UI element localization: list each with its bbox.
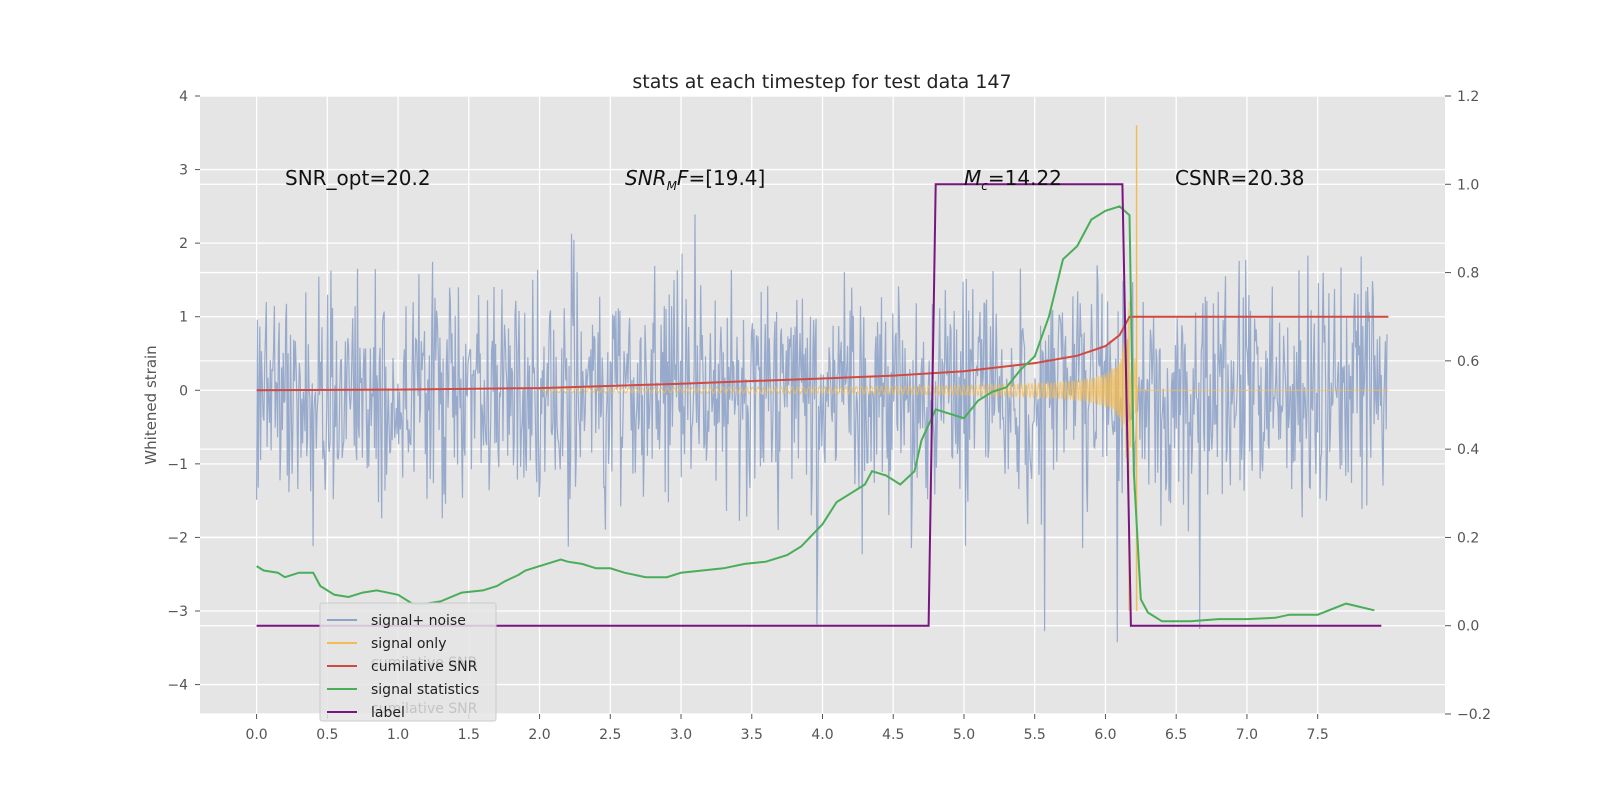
legend-label: label bbox=[371, 705, 405, 721]
y-tick-label: −2 bbox=[167, 530, 188, 546]
y-tick-label: −4 bbox=[167, 678, 188, 694]
cumilative-snr-line bbox=[256, 315, 1389, 392]
x-tick-label: 4.5 bbox=[882, 727, 904, 743]
x-tick-label: 6.0 bbox=[1094, 727, 1116, 743]
annotation-mc-sub: c bbox=[981, 179, 988, 193]
y2-tick-label: 0.0 bbox=[1457, 619, 1479, 635]
x-tick-label: 2.5 bbox=[599, 727, 621, 743]
x-tick-label: 1.0 bbox=[387, 727, 409, 743]
y2-tick-label: 1.2 bbox=[1457, 89, 1479, 105]
legend-label: signal statistics bbox=[371, 682, 479, 698]
legend-box bbox=[319, 602, 497, 722]
y-tick-label: −1 bbox=[167, 457, 188, 473]
annotation-mc: Mc=14.22 bbox=[964, 166, 1062, 193]
y-tick-label: 4 bbox=[179, 89, 188, 105]
y2-tick-label: −0.2 bbox=[1457, 707, 1491, 723]
y2-tick-label: 0.4 bbox=[1457, 442, 1479, 458]
x-tick-label: 7.0 bbox=[1236, 727, 1258, 743]
x-tick-label: 2.0 bbox=[528, 727, 550, 743]
annotation-mc-base: M bbox=[964, 166, 981, 190]
annotation-snr-mf: SNRMF=[19.4] bbox=[625, 166, 765, 193]
x-tick-label: 3.0 bbox=[670, 727, 692, 743]
legend-ghost-text: cumilative SNR bbox=[371, 701, 478, 717]
x-tick-label: 5.5 bbox=[1024, 727, 1046, 743]
chart-title: stats at each timestep for test data 147 bbox=[632, 71, 1011, 93]
annotation-snr-mf-val: =[19.4] bbox=[688, 166, 765, 190]
annotation-snr-mf-sub: M bbox=[667, 179, 678, 193]
legend: cumilative SNR cumilative SNR signal+ no… bbox=[319, 602, 497, 722]
y2-tick-label: 0.8 bbox=[1457, 266, 1479, 282]
signal-only-line bbox=[539, 300, 1389, 611]
legend-ghost-text-2: cumilative SNR bbox=[371, 655, 478, 671]
y-tick-label: 1 bbox=[179, 310, 188, 326]
y2-tick-label: 0.2 bbox=[1457, 530, 1479, 546]
signal-noise-series bbox=[256, 214, 1388, 643]
legend-items: signal+ noise signal only cumilative SNR si… bbox=[327, 613, 479, 721]
x-tick-label: 1.5 bbox=[458, 727, 480, 743]
annotation-mc-val: =14.22 bbox=[988, 166, 1062, 190]
label-line bbox=[256, 183, 1382, 627]
x-tick-label: 7.5 bbox=[1307, 727, 1329, 743]
x-tick-label: 0.0 bbox=[245, 727, 267, 743]
y-tick-label: −3 bbox=[167, 604, 188, 620]
y-tick-label: 2 bbox=[179, 236, 188, 252]
y-tick-label: 0 bbox=[179, 383, 188, 399]
annotation-snr-opt: SNR_opt=20.2 bbox=[285, 166, 431, 190]
x-tick-label: 5.0 bbox=[953, 727, 975, 743]
annotation-snr-mf-f: F bbox=[677, 166, 689, 190]
x-tick-label: 6.5 bbox=[1165, 727, 1187, 743]
y2-tick-label: 0.6 bbox=[1457, 354, 1479, 370]
x-tick-label: 4.0 bbox=[811, 727, 833, 743]
annotation-csnr: CSNR=20.38 bbox=[1175, 166, 1305, 190]
signal-noise-line bbox=[256, 214, 1388, 643]
y-tick-label: 3 bbox=[179, 163, 188, 179]
y2-tick-label: 1.0 bbox=[1457, 177, 1479, 193]
legend-label: cumilative SNR bbox=[371, 659, 478, 675]
annotation-snr-mf-base: SNR bbox=[625, 166, 667, 190]
legend-label: signal only bbox=[371, 636, 446, 652]
y-axis-label: Whitened strain bbox=[142, 345, 160, 464]
x-tick-label: 3.5 bbox=[741, 727, 763, 743]
axes: 0.0 0.5 1.0 1.5 2.0 2.5 3.0 3.5 4.0 4.5 5.0 5.5 6.0 6… bbox=[167, 89, 1491, 743]
x-tick-label: 0.5 bbox=[316, 727, 338, 743]
legend-label: signal+ noise bbox=[371, 613, 466, 629]
